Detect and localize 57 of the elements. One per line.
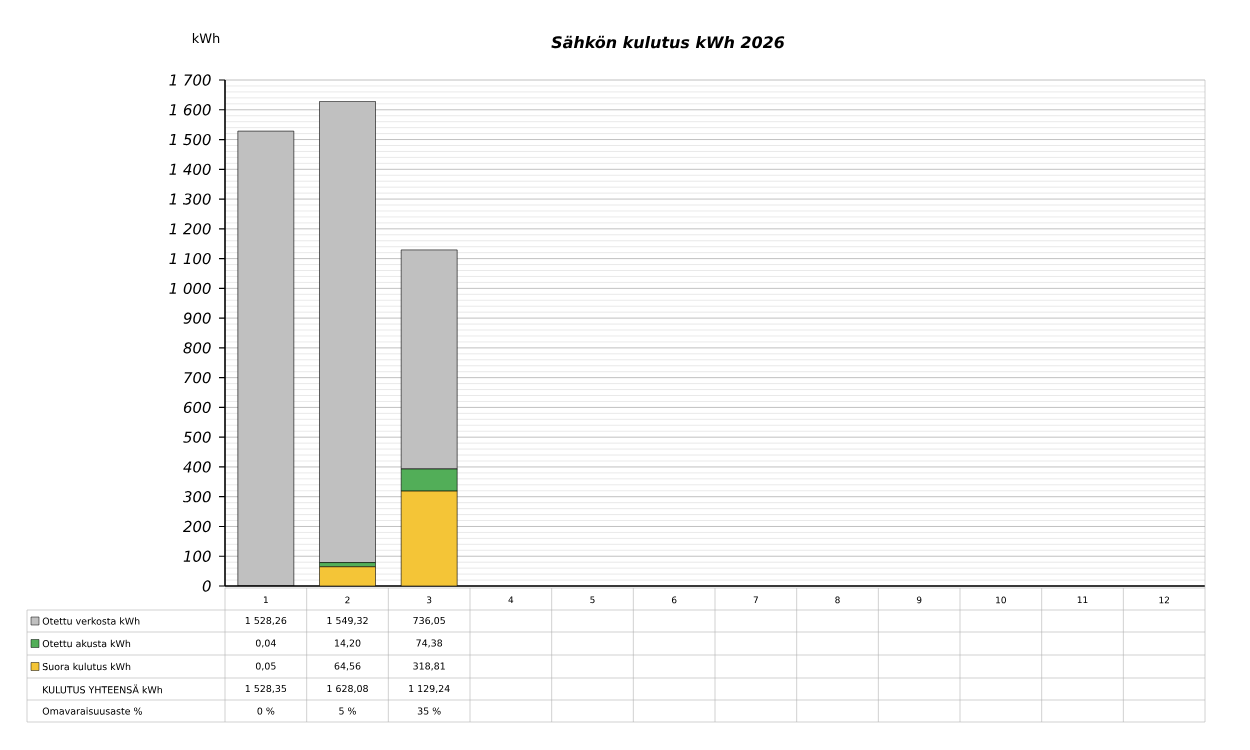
- data-label: 14,20: [335, 639, 361, 648]
- text: Omavaraisuusaste %: [42, 707, 142, 715]
- y-tick-label: 1 700: [169, 74, 211, 86]
- x-tick-label: 4: [508, 596, 514, 604]
- x-tick-label: 1: [263, 596, 268, 604]
- y-tick-label: 1 600: [169, 104, 211, 116]
- x-tick-label: 6: [671, 596, 677, 604]
- y-tick-label: 1 100: [169, 252, 211, 265]
- bar: [400, 490, 458, 587]
- legend-label: Otettu akusta kWh: [42, 639, 131, 648]
- legend-label: Suora kulutus kWh: [42, 662, 131, 671]
- data-label: 0,05: [255, 662, 276, 671]
- data-label: 318,81: [413, 662, 445, 671]
- y-tick-label: 200: [183, 520, 211, 533]
- x-tick-label: 10: [996, 596, 1006, 604]
- x-tick-label: 9: [916, 596, 922, 604]
- bar: [237, 130, 295, 587]
- y-tick-label: 900: [183, 312, 211, 324]
- text: 1 528,35: [245, 684, 287, 694]
- data-label: 74,38: [416, 639, 443, 648]
- y-tick-label: 800: [183, 342, 211, 354]
- y-tick-label: 700: [184, 372, 211, 384]
- y-tick-label: 1 200: [169, 223, 211, 235]
- x-tick-label: 5: [590, 596, 595, 604]
- text: 5 %: [339, 707, 356, 715]
- data-label: 1 549,32: [327, 616, 368, 626]
- y-tick-label: 600: [183, 401, 211, 414]
- y-tick-label: 1 000: [169, 282, 211, 295]
- x-tick-label: 11: [1077, 596, 1088, 604]
- data-label: 64,56: [334, 662, 361, 671]
- text: 35 %: [417, 707, 441, 715]
- y-tick-label: 300: [182, 491, 211, 503]
- x-tick-label: 7: [753, 596, 758, 604]
- bar: [400, 249, 458, 470]
- text: 0 %: [257, 707, 275, 715]
- data-label: 736,05: [413, 616, 445, 626]
- text: 1 628,08: [327, 684, 368, 694]
- y-tick-label: 0: [202, 580, 211, 592]
- y-tick-label: 400: [183, 461, 211, 473]
- data-label: 0,04: [255, 639, 276, 648]
- legend-label: Otettu verkosta kWh: [42, 617, 140, 625]
- y-tick-label: 1 400: [169, 163, 211, 175]
- bar: [319, 566, 376, 587]
- data-label: 1 528,26: [245, 616, 287, 626]
- x-tick-label: 12: [1159, 596, 1169, 604]
- y-tick-label: 1 300: [169, 193, 211, 205]
- y-tick-label: 1 500: [169, 133, 211, 146]
- text: KULUTUS YHTEENSÄ kWh: [43, 684, 162, 694]
- y-axis-title: kWh: [192, 33, 220, 43]
- text: 1 129,24: [409, 684, 450, 694]
- y-tick-label: 500: [183, 431, 211, 443]
- x-tick-label: 8: [835, 596, 840, 604]
- chart-title: Sähkön kulutus kWh 2026: [551, 35, 785, 49]
- x-tick-label: 2: [345, 596, 350, 604]
- y-tick-label: 100: [183, 550, 211, 562]
- x-tick-label: 3: [427, 596, 432, 604]
- bar: [319, 101, 376, 563]
